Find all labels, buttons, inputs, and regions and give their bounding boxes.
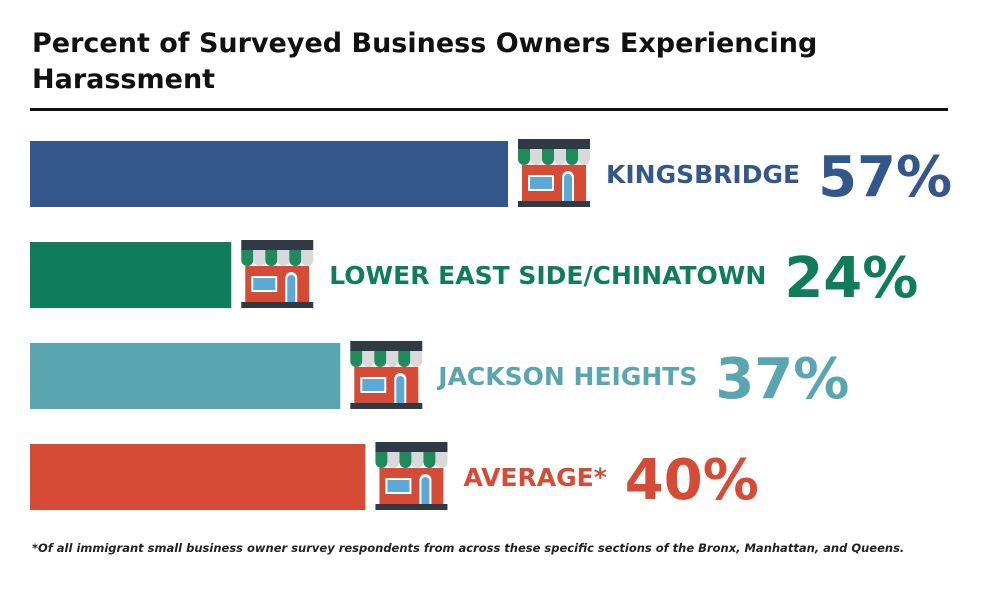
storefront-icon bbox=[350, 341, 423, 409]
value-label: 40% bbox=[625, 448, 759, 513]
awning-stripe bbox=[350, 351, 363, 367]
footnote: *Of all immigrant small business owner s… bbox=[32, 541, 905, 555]
awning-stripe bbox=[362, 351, 375, 367]
door-glass bbox=[564, 174, 572, 201]
title-divider bbox=[30, 108, 948, 111]
awning-stripe bbox=[554, 149, 566, 165]
awning-stripe bbox=[301, 250, 314, 266]
awning-stripe bbox=[375, 452, 388, 468]
awning-stripe bbox=[566, 149, 578, 165]
awning-stripe bbox=[423, 452, 436, 468]
storefront-base bbox=[241, 302, 314, 308]
bar bbox=[30, 141, 508, 207]
category-label: AVERAGE* bbox=[463, 463, 606, 492]
awning-stripe bbox=[410, 351, 423, 367]
awning-stripe bbox=[277, 250, 290, 266]
chart-title: Percent of Surveyed Business Owners Expe… bbox=[32, 28, 818, 95]
storefront-icon bbox=[518, 139, 590, 207]
door-glass bbox=[396, 376, 405, 403]
bar-row: AVERAGE* 40% bbox=[30, 442, 759, 513]
awning-stripe bbox=[374, 351, 387, 367]
awning-stripe bbox=[241, 250, 254, 266]
storefront-icon bbox=[375, 442, 448, 510]
bar-row: KINGSBRIDGE 57% bbox=[30, 139, 952, 210]
awning-top bbox=[350, 341, 423, 351]
bar bbox=[30, 343, 341, 409]
value-label: 57% bbox=[818, 145, 952, 210]
window-glass bbox=[530, 177, 552, 189]
awning-stripe bbox=[411, 452, 424, 468]
awning-stripe bbox=[386, 351, 399, 367]
storefront-base bbox=[518, 201, 590, 207]
awning-stripe bbox=[398, 351, 411, 367]
awning-stripe bbox=[289, 250, 302, 266]
awning-stripe bbox=[387, 452, 400, 468]
bar-row: LOWER EAST SIDE/CHINATOWN 24% bbox=[30, 240, 918, 311]
category-label: JACKSON HEIGHTS bbox=[436, 362, 697, 391]
value-label: 24% bbox=[784, 246, 918, 311]
awning-top bbox=[241, 240, 314, 250]
storefront-base bbox=[375, 504, 448, 510]
awning-stripe bbox=[435, 452, 448, 468]
window-glass bbox=[253, 278, 276, 290]
awning-stripe bbox=[253, 250, 266, 266]
awning-stripe bbox=[578, 149, 590, 165]
bar bbox=[30, 242, 232, 308]
window-glass bbox=[387, 480, 410, 492]
door-glass bbox=[287, 275, 296, 302]
awning-stripe bbox=[518, 149, 530, 165]
category-label: LOWER EAST SIDE/CHINATOWN bbox=[329, 261, 766, 290]
awning-top bbox=[518, 139, 590, 149]
category-label: KINGSBRIDGE bbox=[606, 160, 800, 189]
awning-stripe bbox=[399, 452, 412, 468]
bar bbox=[30, 444, 366, 510]
awning-stripe bbox=[265, 250, 278, 266]
bar-row: JACKSON HEIGHTS 37% bbox=[30, 341, 849, 412]
window-glass bbox=[362, 379, 385, 391]
value-label: 37% bbox=[715, 347, 849, 412]
storefront-base bbox=[350, 403, 423, 409]
storefront-icon bbox=[241, 240, 314, 308]
awning-stripe bbox=[542, 149, 554, 165]
awning-stripe bbox=[530, 149, 542, 165]
door-glass bbox=[421, 477, 430, 504]
awning-top bbox=[375, 442, 448, 452]
